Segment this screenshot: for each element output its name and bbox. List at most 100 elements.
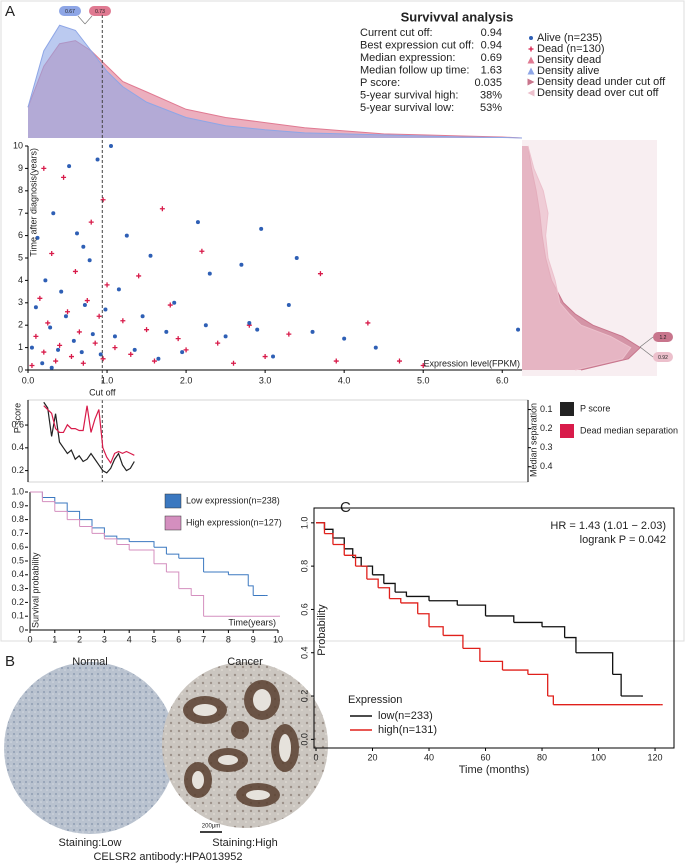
point xyxy=(72,268,78,274)
y-tick-label: 8 xyxy=(18,185,23,195)
summary-label: Median follow up time: xyxy=(360,64,469,76)
point xyxy=(40,361,45,366)
x-tick-label: 6 xyxy=(176,634,181,644)
point xyxy=(255,327,260,332)
normal-tissue xyxy=(4,662,176,834)
km-step xyxy=(42,501,56,512)
km-step xyxy=(527,673,549,697)
point xyxy=(57,342,63,348)
legend-label: high(n=131) xyxy=(378,724,437,736)
legend-swatch xyxy=(560,402,574,416)
km-step xyxy=(166,571,180,589)
image-title: Normal xyxy=(72,656,107,668)
legend-label: Alive (n=235) xyxy=(537,32,602,44)
y-tick-label: 3 xyxy=(18,297,23,307)
km-step xyxy=(42,497,56,504)
image-caption: Staining:High xyxy=(212,837,277,849)
legend-title: Expression xyxy=(348,694,402,706)
km-step xyxy=(203,571,229,575)
km-step xyxy=(92,527,105,537)
km-step xyxy=(564,636,577,653)
y-tick-label: 4 xyxy=(18,275,23,285)
x-tick-label: 6.0 xyxy=(496,375,509,385)
point xyxy=(100,356,106,362)
panel-label: C xyxy=(340,499,351,516)
point xyxy=(271,354,276,359)
km-step xyxy=(417,613,430,627)
point xyxy=(29,363,35,369)
y-tick-label: 0.2 xyxy=(299,690,309,703)
point xyxy=(262,354,268,360)
density-line xyxy=(527,145,632,371)
point xyxy=(88,219,94,225)
y-tick-label: 1.0 xyxy=(11,486,24,496)
legend-label: High expression(n=127) xyxy=(186,517,282,527)
point xyxy=(63,314,68,319)
y-tick-label: 0.6 xyxy=(299,603,309,616)
point xyxy=(76,329,82,335)
km-step xyxy=(513,621,543,627)
km-step xyxy=(316,522,326,534)
summary-value: 0.94 xyxy=(481,27,502,39)
km-step xyxy=(395,591,408,597)
point xyxy=(239,262,244,267)
x-tick-label: 0 xyxy=(313,752,318,762)
x-tick-label: 0.0 xyxy=(22,375,35,385)
x-tick-label: 120 xyxy=(648,752,663,762)
point xyxy=(195,220,200,225)
legend-marker xyxy=(528,46,534,52)
point xyxy=(80,360,86,366)
point xyxy=(96,313,102,319)
point xyxy=(87,258,92,263)
point xyxy=(286,303,291,308)
point xyxy=(116,287,121,292)
km-step xyxy=(575,652,614,675)
km-step xyxy=(344,548,354,558)
point xyxy=(172,300,177,305)
point xyxy=(79,350,84,355)
legend-label: P score xyxy=(580,403,610,413)
point xyxy=(203,323,208,328)
point xyxy=(310,329,315,334)
panel-label: B xyxy=(5,653,15,670)
point xyxy=(207,271,212,276)
km-step xyxy=(154,563,167,573)
point xyxy=(33,333,39,339)
series-line xyxy=(43,405,135,465)
point xyxy=(124,233,129,238)
antibody-caption: CELSR2 antibody:HPA013952 xyxy=(93,851,242,863)
km-step xyxy=(191,595,205,617)
y-axis-label: Time after diagnosis(years) xyxy=(28,148,38,257)
y-tick-label: 0.4 xyxy=(11,569,24,579)
legend-label: Low expression(n=238) xyxy=(186,495,280,505)
km-step xyxy=(30,491,43,502)
plot-frame xyxy=(27,399,529,483)
point xyxy=(98,352,103,357)
summary-value: 0.94 xyxy=(481,39,502,51)
point xyxy=(100,197,106,203)
point xyxy=(59,289,64,294)
point xyxy=(112,334,117,339)
y2-tick-label: 0.4 xyxy=(540,461,553,471)
point xyxy=(68,354,74,360)
point xyxy=(45,320,51,326)
x-tick-label: 10 xyxy=(273,634,283,644)
y-tick-label: 0.8 xyxy=(11,514,24,524)
x-tick-label: 5 xyxy=(151,634,156,644)
point xyxy=(199,248,205,254)
km-step xyxy=(485,615,515,623)
point xyxy=(56,347,61,352)
x-axis-label: Expression level(FPKM) xyxy=(423,358,520,368)
y-tick-label: 0.6 xyxy=(11,419,24,429)
x-tick-label: 4.0 xyxy=(338,375,351,385)
bubble-label: 0.67 xyxy=(65,9,75,15)
x-tick-label: 9 xyxy=(251,634,256,644)
point xyxy=(373,345,378,350)
legend-label: low(n=233) xyxy=(378,710,433,722)
summary-value: 38% xyxy=(480,89,502,101)
y-tick-label: 9 xyxy=(18,163,23,173)
summary-label: 5-year survival low: xyxy=(360,102,454,114)
km-step xyxy=(389,597,402,603)
km-step xyxy=(154,546,167,555)
